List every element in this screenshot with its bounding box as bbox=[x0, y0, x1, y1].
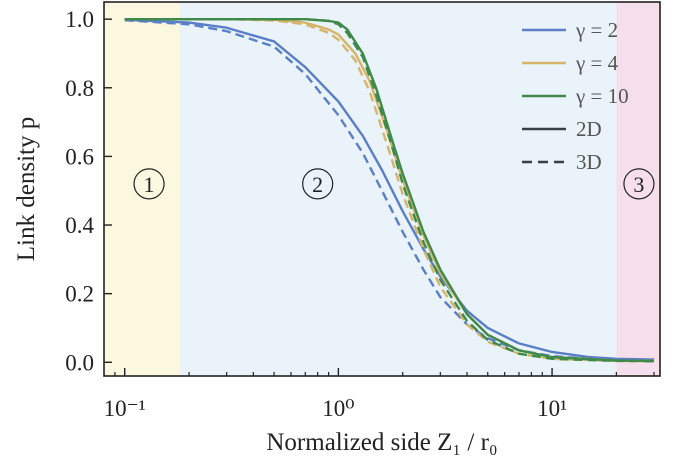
region-label: 1 bbox=[144, 172, 155, 197]
series-lines bbox=[124, 17, 655, 363]
legend-label: γ = 4 bbox=[575, 51, 619, 75]
region-band-1 bbox=[104, 2, 180, 376]
x-tick-label: 10¹ bbox=[537, 396, 567, 421]
legend-label: γ = 2 bbox=[575, 18, 618, 42]
region-label: 3 bbox=[633, 172, 644, 197]
series-line-5 bbox=[124, 17, 655, 363]
region-marker-3 bbox=[623, 168, 655, 200]
y-tick-label: 0.8 bbox=[65, 76, 94, 101]
legend-label: 3D bbox=[576, 150, 602, 174]
y-ticks: 0.0 0.2 0.4 0.6 0.8 1.0 bbox=[65, 7, 112, 375]
x-ticks: 10⁻¹ 10⁰ 10¹ bbox=[104, 368, 655, 421]
series-line-4 bbox=[124, 17, 655, 363]
plot-frame bbox=[103, 1, 661, 377]
region-band-2 bbox=[179, 2, 617, 376]
y-axis-label: Link density p bbox=[13, 117, 40, 261]
series-line-6 bbox=[124, 17, 655, 363]
y-tick-label: 0.0 bbox=[65, 350, 94, 375]
region-marker-1 bbox=[133, 168, 165, 200]
y-tick-label: 0.4 bbox=[65, 213, 94, 238]
y-tick-label: 0.2 bbox=[65, 282, 94, 307]
region-bands bbox=[104, 2, 660, 376]
x-tick-label: 10⁰ bbox=[322, 396, 354, 421]
legend-label: γ = 10 bbox=[575, 84, 629, 108]
y-tick-label: 1.0 bbox=[65, 7, 94, 32]
x-tick-label: 10⁻¹ bbox=[104, 396, 146, 421]
y-tick-label: 0.6 bbox=[65, 144, 94, 169]
series-line-1 bbox=[124, 18, 655, 361]
region-label: 2 bbox=[312, 172, 323, 197]
legend-label: 2D bbox=[576, 117, 602, 141]
legend: γ = 2 γ = 4 γ = 10 2D 3D bbox=[522, 18, 629, 174]
region-marker-2 bbox=[302, 168, 334, 200]
region-labels: 1 2 3 bbox=[133, 168, 655, 200]
x-axis-label: Normalized side Z₁ / r₀ bbox=[266, 429, 497, 456]
